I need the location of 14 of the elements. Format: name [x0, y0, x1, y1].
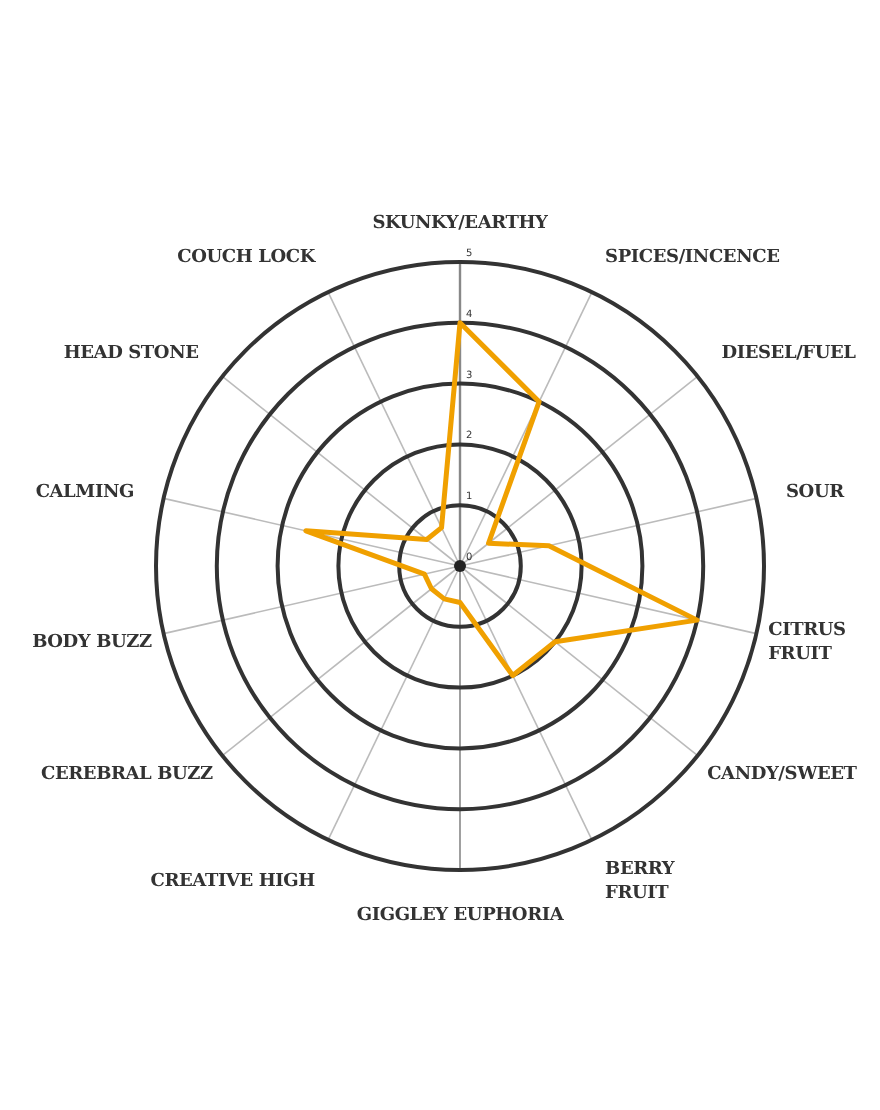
spoke-label: CREATIVE HIGH [150, 872, 317, 893]
spoke-label: CITRUS FRUIT [768, 621, 846, 666]
spoke-label: COUCH LOCK [177, 247, 318, 268]
spoke-label: GIGGLEY EUPHORIA [356, 906, 566, 927]
spoke-label: CALMING [35, 482, 134, 503]
spoke-label: CEREBRAL BUZZ [41, 764, 215, 785]
spoke-label: BODY BUZZ [32, 633, 154, 654]
spoke-label: SOUR [786, 482, 846, 503]
spoke-label: SKUNKY/EARTHY [372, 213, 550, 234]
spoke-label: HEAD STONE [63, 344, 200, 365]
spoke-label: DIESEL/FUEL [721, 344, 858, 365]
spoke-label: BERRY FRUIT [605, 860, 676, 905]
spoke-label: SPICES/INCENCE [605, 247, 781, 268]
spoke-label: CANDY/SWEET [707, 764, 858, 785]
